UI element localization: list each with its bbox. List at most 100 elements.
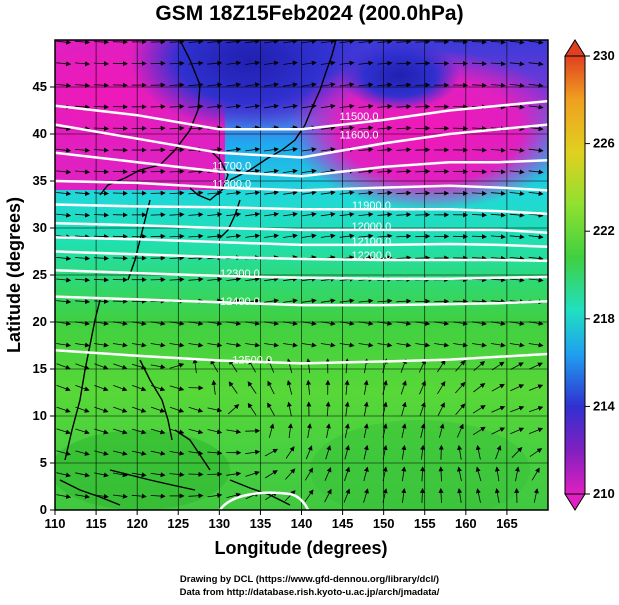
wind-arrow — [112, 493, 128, 499]
wind-arrow — [401, 488, 407, 503]
wind-arrow — [510, 405, 525, 413]
wind-arrow — [528, 342, 544, 348]
wind-arrow — [301, 168, 317, 174]
wind-arrow — [169, 212, 185, 218]
wind-arrow — [439, 423, 445, 438]
wind-arrow — [455, 403, 466, 416]
wind-arrow — [283, 103, 298, 109]
wind-arrow — [56, 277, 72, 283]
contour-south — [218, 491, 310, 510]
wind-arrow — [75, 61, 91, 67]
wind-arrow — [56, 147, 72, 153]
map-title: GSM 18Z15Feb2024 (200.0hPa) — [155, 2, 464, 25]
wind-arrow — [377, 233, 393, 239]
wind-arrow — [283, 60, 298, 66]
wind-arrow — [56, 191, 72, 196]
wind-arrow — [320, 82, 336, 88]
wind-arrow — [188, 255, 204, 261]
wind-arrow — [320, 60, 336, 66]
wind-arrow — [420, 444, 426, 460]
wind-arrow — [382, 444, 388, 460]
wind-arrow — [377, 40, 393, 45]
wind-arrow — [377, 168, 393, 174]
wind-arrow — [75, 169, 91, 175]
wind-arrow — [207, 407, 223, 413]
wind-arrow — [169, 277, 185, 283]
footer-credit: Drawing by DCL (https://www.gfd-dennou.o… — [179, 574, 440, 585]
wind-arrow — [150, 125, 166, 131]
contour-line — [55, 348, 548, 365]
wind-arrow — [358, 190, 374, 196]
wind-arrow — [419, 401, 426, 417]
wind-arrow — [132, 385, 147, 392]
wind-arrow — [94, 406, 109, 413]
wind-arrow — [401, 466, 407, 482]
wind-arrow — [283, 82, 298, 88]
wind-arrow — [325, 423, 331, 438]
wind-arrow — [358, 168, 374, 174]
wind-arrow — [169, 342, 185, 348]
wind-arrow — [358, 60, 374, 66]
wind-arrow — [301, 211, 317, 217]
wind-arrow — [169, 385, 185, 392]
wind-arrow — [56, 406, 71, 413]
wind-arrow — [207, 471, 223, 477]
wind-arrow — [245, 449, 261, 455]
wind-arrow — [306, 358, 311, 374]
wind-arrow — [528, 126, 544, 132]
x-tick-label: 115 — [86, 516, 107, 531]
wind-arrow — [169, 60, 185, 66]
wind-arrow — [150, 450, 166, 456]
wind-arrow — [283, 233, 298, 239]
wind-arrow — [382, 401, 388, 417]
wind-arrow — [396, 342, 412, 348]
wind-arrow — [491, 361, 505, 371]
wind-arrow — [396, 233, 412, 239]
wind-arrow — [283, 298, 298, 304]
wind-arrow — [377, 82, 393, 88]
wind-arrow — [264, 103, 279, 109]
wind-arrow — [438, 466, 444, 482]
wind-arrow — [283, 320, 298, 326]
y-tick-label: 10 — [33, 408, 47, 423]
wind-arrow — [509, 40, 525, 45]
colorbar-label: 226 — [593, 136, 615, 151]
wind-arrow — [169, 40, 185, 45]
wind-arrow — [400, 380, 407, 395]
wind-arrow — [415, 40, 431, 45]
wind-arrow — [377, 125, 393, 131]
wind-arrow — [150, 342, 166, 348]
x-tick-label: 140 — [291, 516, 313, 531]
wind-arrow — [511, 446, 523, 458]
wind-arrow — [456, 423, 464, 438]
wind-arrow — [471, 82, 487, 88]
wind-arrow — [286, 401, 292, 417]
wind-arrow — [188, 125, 204, 131]
wind-arrow — [226, 429, 242, 435]
wind-arrow — [396, 82, 412, 88]
wind-arrow — [509, 147, 525, 153]
wind-arrow — [169, 406, 185, 413]
wind-arrow — [415, 168, 431, 174]
wind-arrow — [324, 488, 332, 503]
wind-arrow — [301, 82, 317, 88]
wind-arrow — [150, 385, 166, 392]
wind-arrow — [75, 493, 90, 499]
wind-arrow — [226, 147, 242, 153]
wind-arrow — [396, 190, 412, 196]
wind-arrow — [264, 147, 279, 153]
colorbar: 230 226 222 218 214 210 — [564, 39, 615, 511]
wind-arrow — [490, 40, 506, 45]
wind-arrow — [475, 444, 481, 460]
wind-arrow — [457, 444, 463, 460]
wind-arrow — [245, 103, 261, 109]
wind-arrow — [473, 382, 486, 393]
wind-arrow — [415, 147, 431, 153]
wind-arrow — [192, 358, 198, 374]
wind-arrow — [169, 125, 185, 131]
wind-arrow — [377, 60, 393, 66]
wind-arrow — [283, 342, 298, 348]
wind-arrow — [113, 385, 128, 392]
wind-arrow — [377, 298, 393, 304]
wind-arrow — [528, 320, 544, 326]
